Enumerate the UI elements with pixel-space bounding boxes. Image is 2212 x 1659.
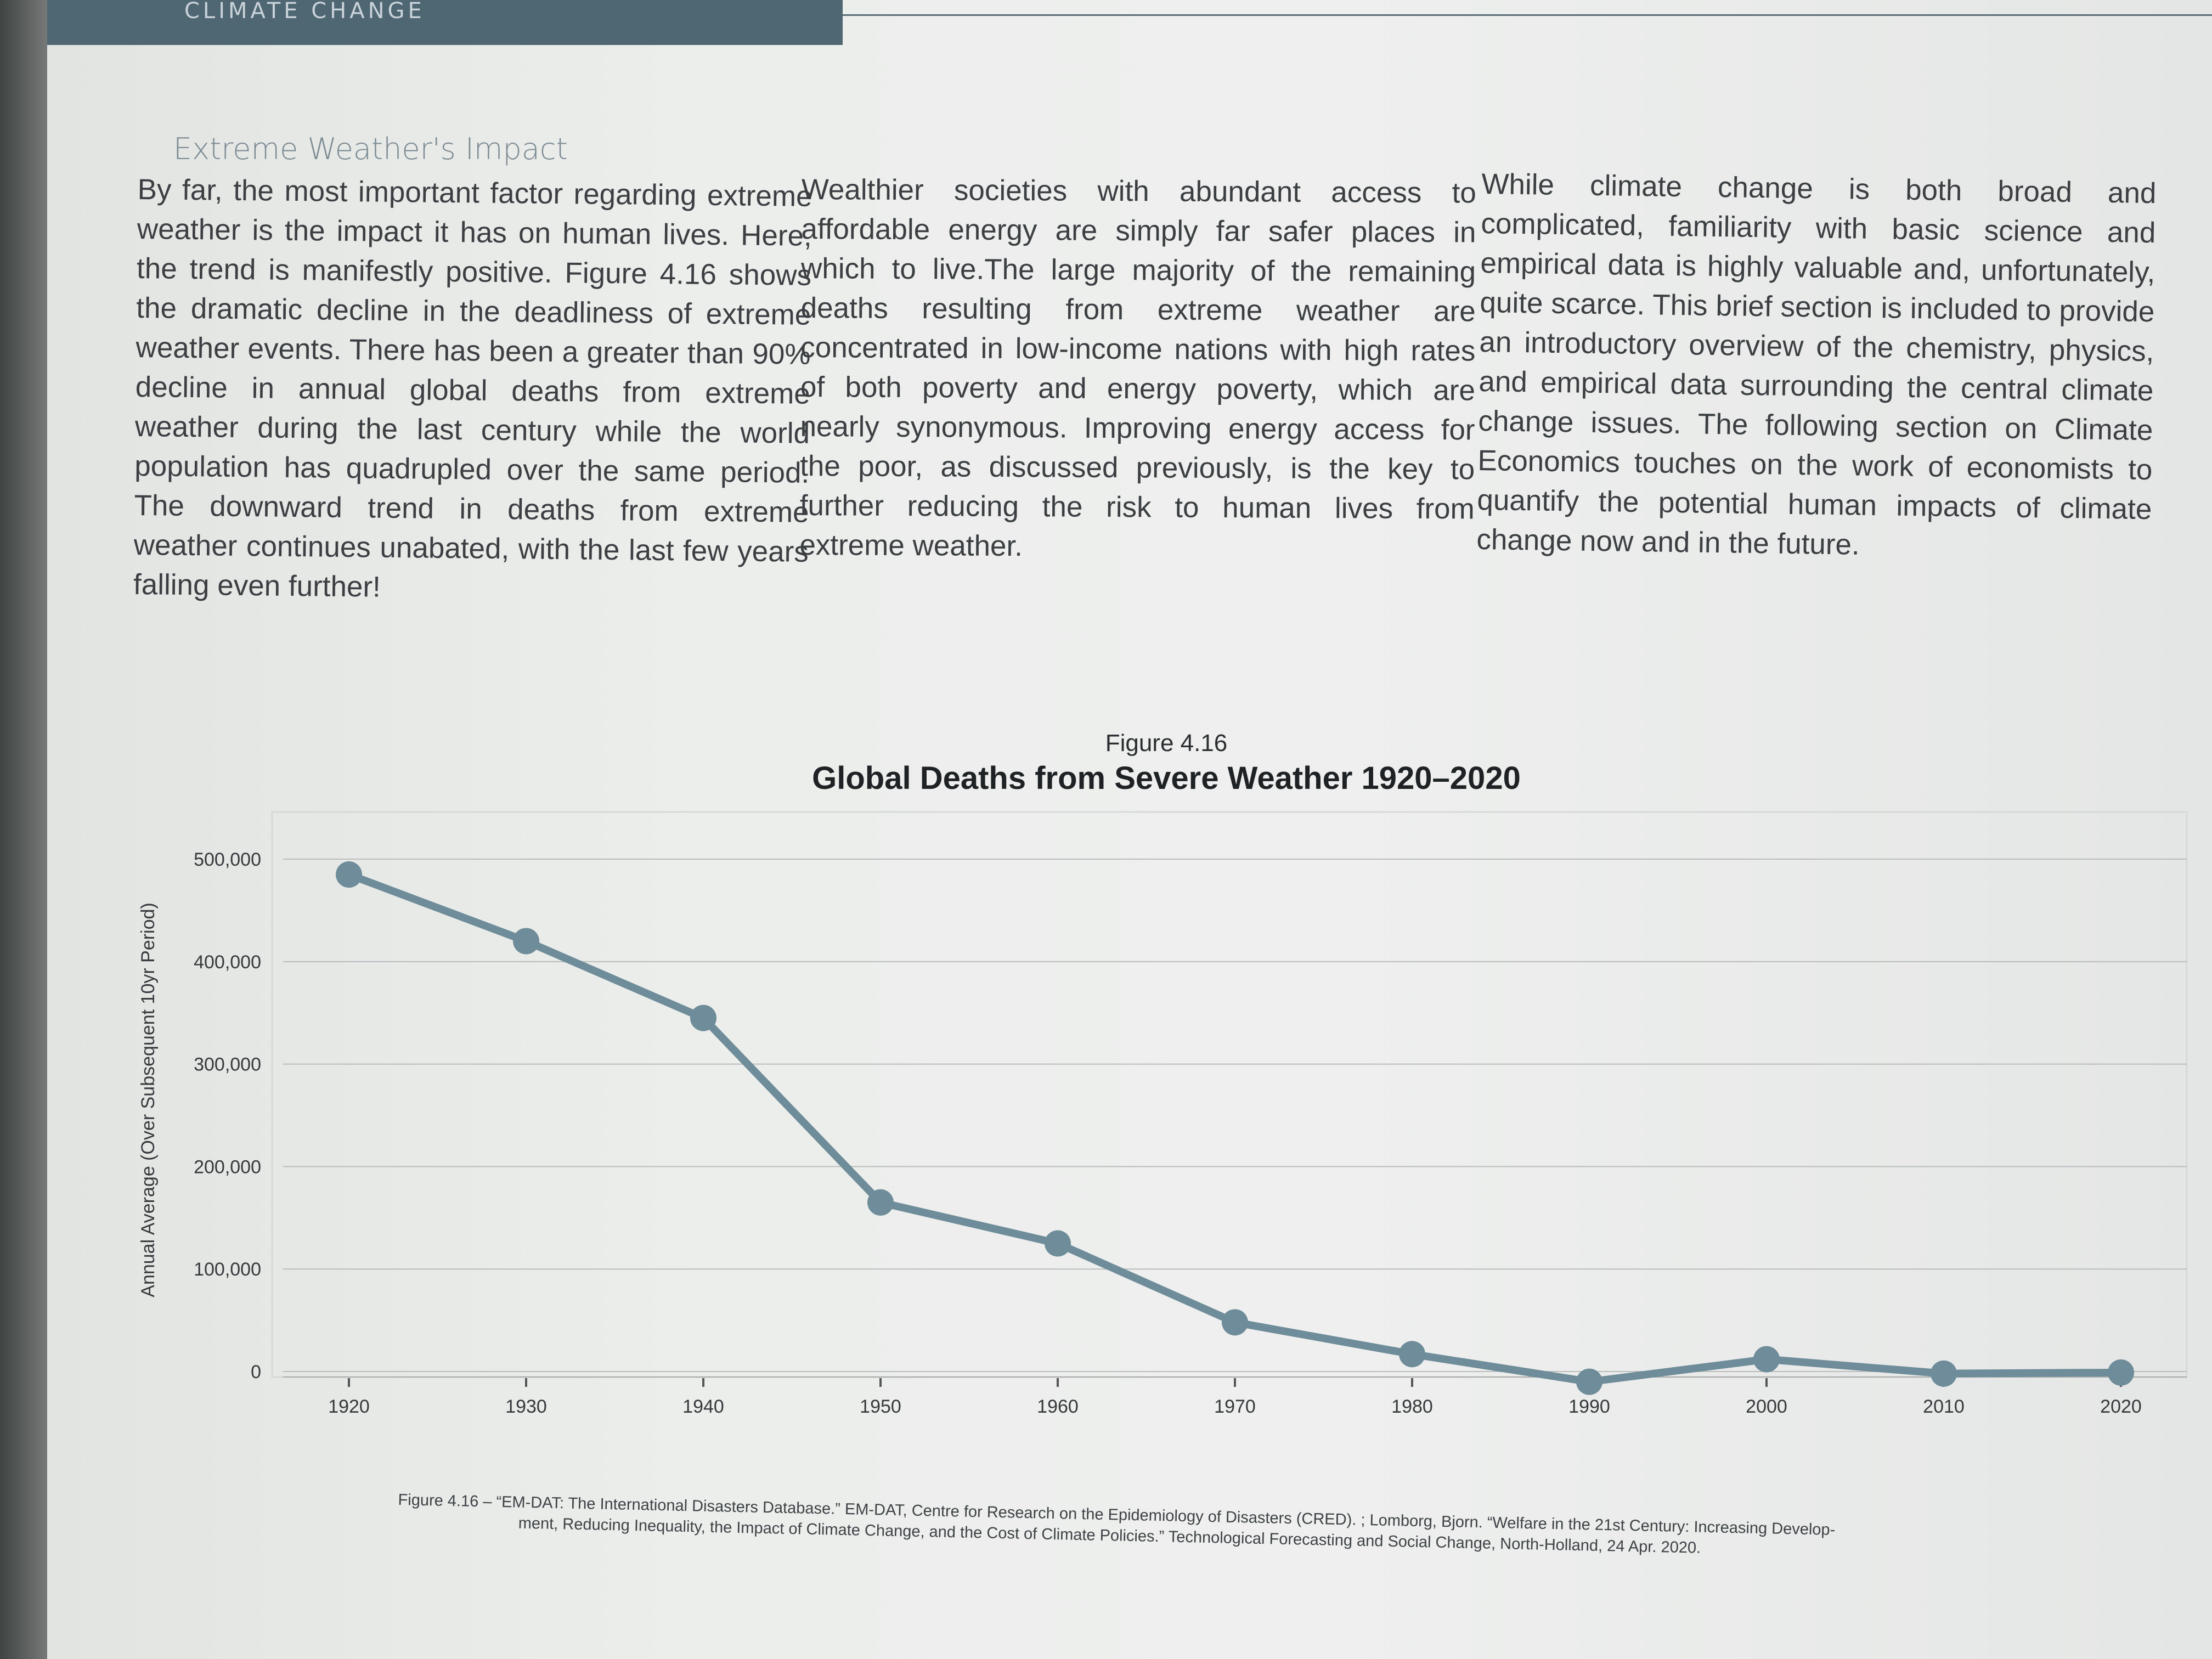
figure-caption: Figure 4.16 – “EM-DAT: The International…	[397, 1489, 2055, 1566]
x-tick-label: 1930	[505, 1396, 547, 1417]
plot-frame	[271, 811, 2188, 1378]
y-tick-label: 200,000	[194, 1156, 261, 1177]
data-point	[1222, 1309, 1248, 1336]
data-point	[513, 928, 539, 955]
data-point	[867, 1189, 894, 1216]
gridlines	[271, 811, 2188, 1378]
article-column-2: Wealthier societies with abundant access…	[799, 173, 1476, 563]
figure-label: Figure 4.16	[1105, 730, 1228, 757]
page-edge	[0, 0, 47, 1659]
x-tick-label: 1990	[1568, 1396, 1610, 1417]
x-tick-labels: 1920 1930 1940 1950 1960 1970 1980 1990 2000 2010…	[328, 1378, 2142, 1417]
y-tick-label: 300,000	[194, 1054, 261, 1075]
deaths-line-chart: 0 100,000 200,000 300,000 400,000 500,000 192…	[138, 811, 2188, 1417]
x-tick-label: 1960	[1037, 1396, 1079, 1417]
y-tick-label: 0	[251, 1362, 261, 1383]
x-tick-label: 2020	[2100, 1396, 2142, 1417]
y-tick-label: 400,000	[194, 952, 261, 973]
x-tick-label: 1940	[682, 1396, 724, 1417]
y-tick-label: 500,000	[194, 849, 261, 870]
data-point	[2108, 1359, 2134, 1386]
section-header-band: CLIMATE CHANGE	[47, 0, 843, 45]
article-column-3: While climate change is both broad and c…	[1476, 167, 2157, 561]
data-point	[1931, 1360, 1957, 1387]
y-tick-label: 100,000	[194, 1259, 261, 1280]
data-point	[1399, 1341, 1425, 1368]
chart-title: Global Deaths from Severe Weather 1920–2…	[812, 760, 1521, 796]
book-page: CLIMATE CHANGE Extreme Weather's Impact …	[47, 0, 2212, 1659]
x-tick-label: 2010	[1923, 1396, 1965, 1417]
series-line	[345, 871, 2125, 1386]
section-header-label: CLIMATE CHANGE	[184, 0, 425, 24]
x-tick-label: 1950	[860, 1396, 901, 1417]
data-point	[1045, 1230, 1071, 1257]
y-tick-labels: 0 100,000 200,000 300,000 400,000 500,000	[194, 849, 261, 1383]
data-point	[690, 1005, 716, 1031]
data-points	[336, 861, 2134, 1395]
data-point	[336, 861, 362, 888]
y-axis-label: Annual Average (Over Subsequent 10yr Per…	[138, 902, 159, 1297]
x-tick-label: 1980	[1391, 1396, 1433, 1417]
data-point	[1576, 1368, 1602, 1395]
x-tick-label: 2000	[1746, 1396, 1787, 1417]
section-heading: Extreme Weather's Impact	[173, 132, 568, 166]
data-point	[1753, 1346, 1780, 1373]
x-tick-label: 1920	[328, 1396, 370, 1417]
x-tick-label: 1970	[1214, 1396, 1256, 1417]
article-column-1: By far, the most important factor regard…	[133, 173, 812, 603]
header-rule	[843, 14, 2212, 16]
